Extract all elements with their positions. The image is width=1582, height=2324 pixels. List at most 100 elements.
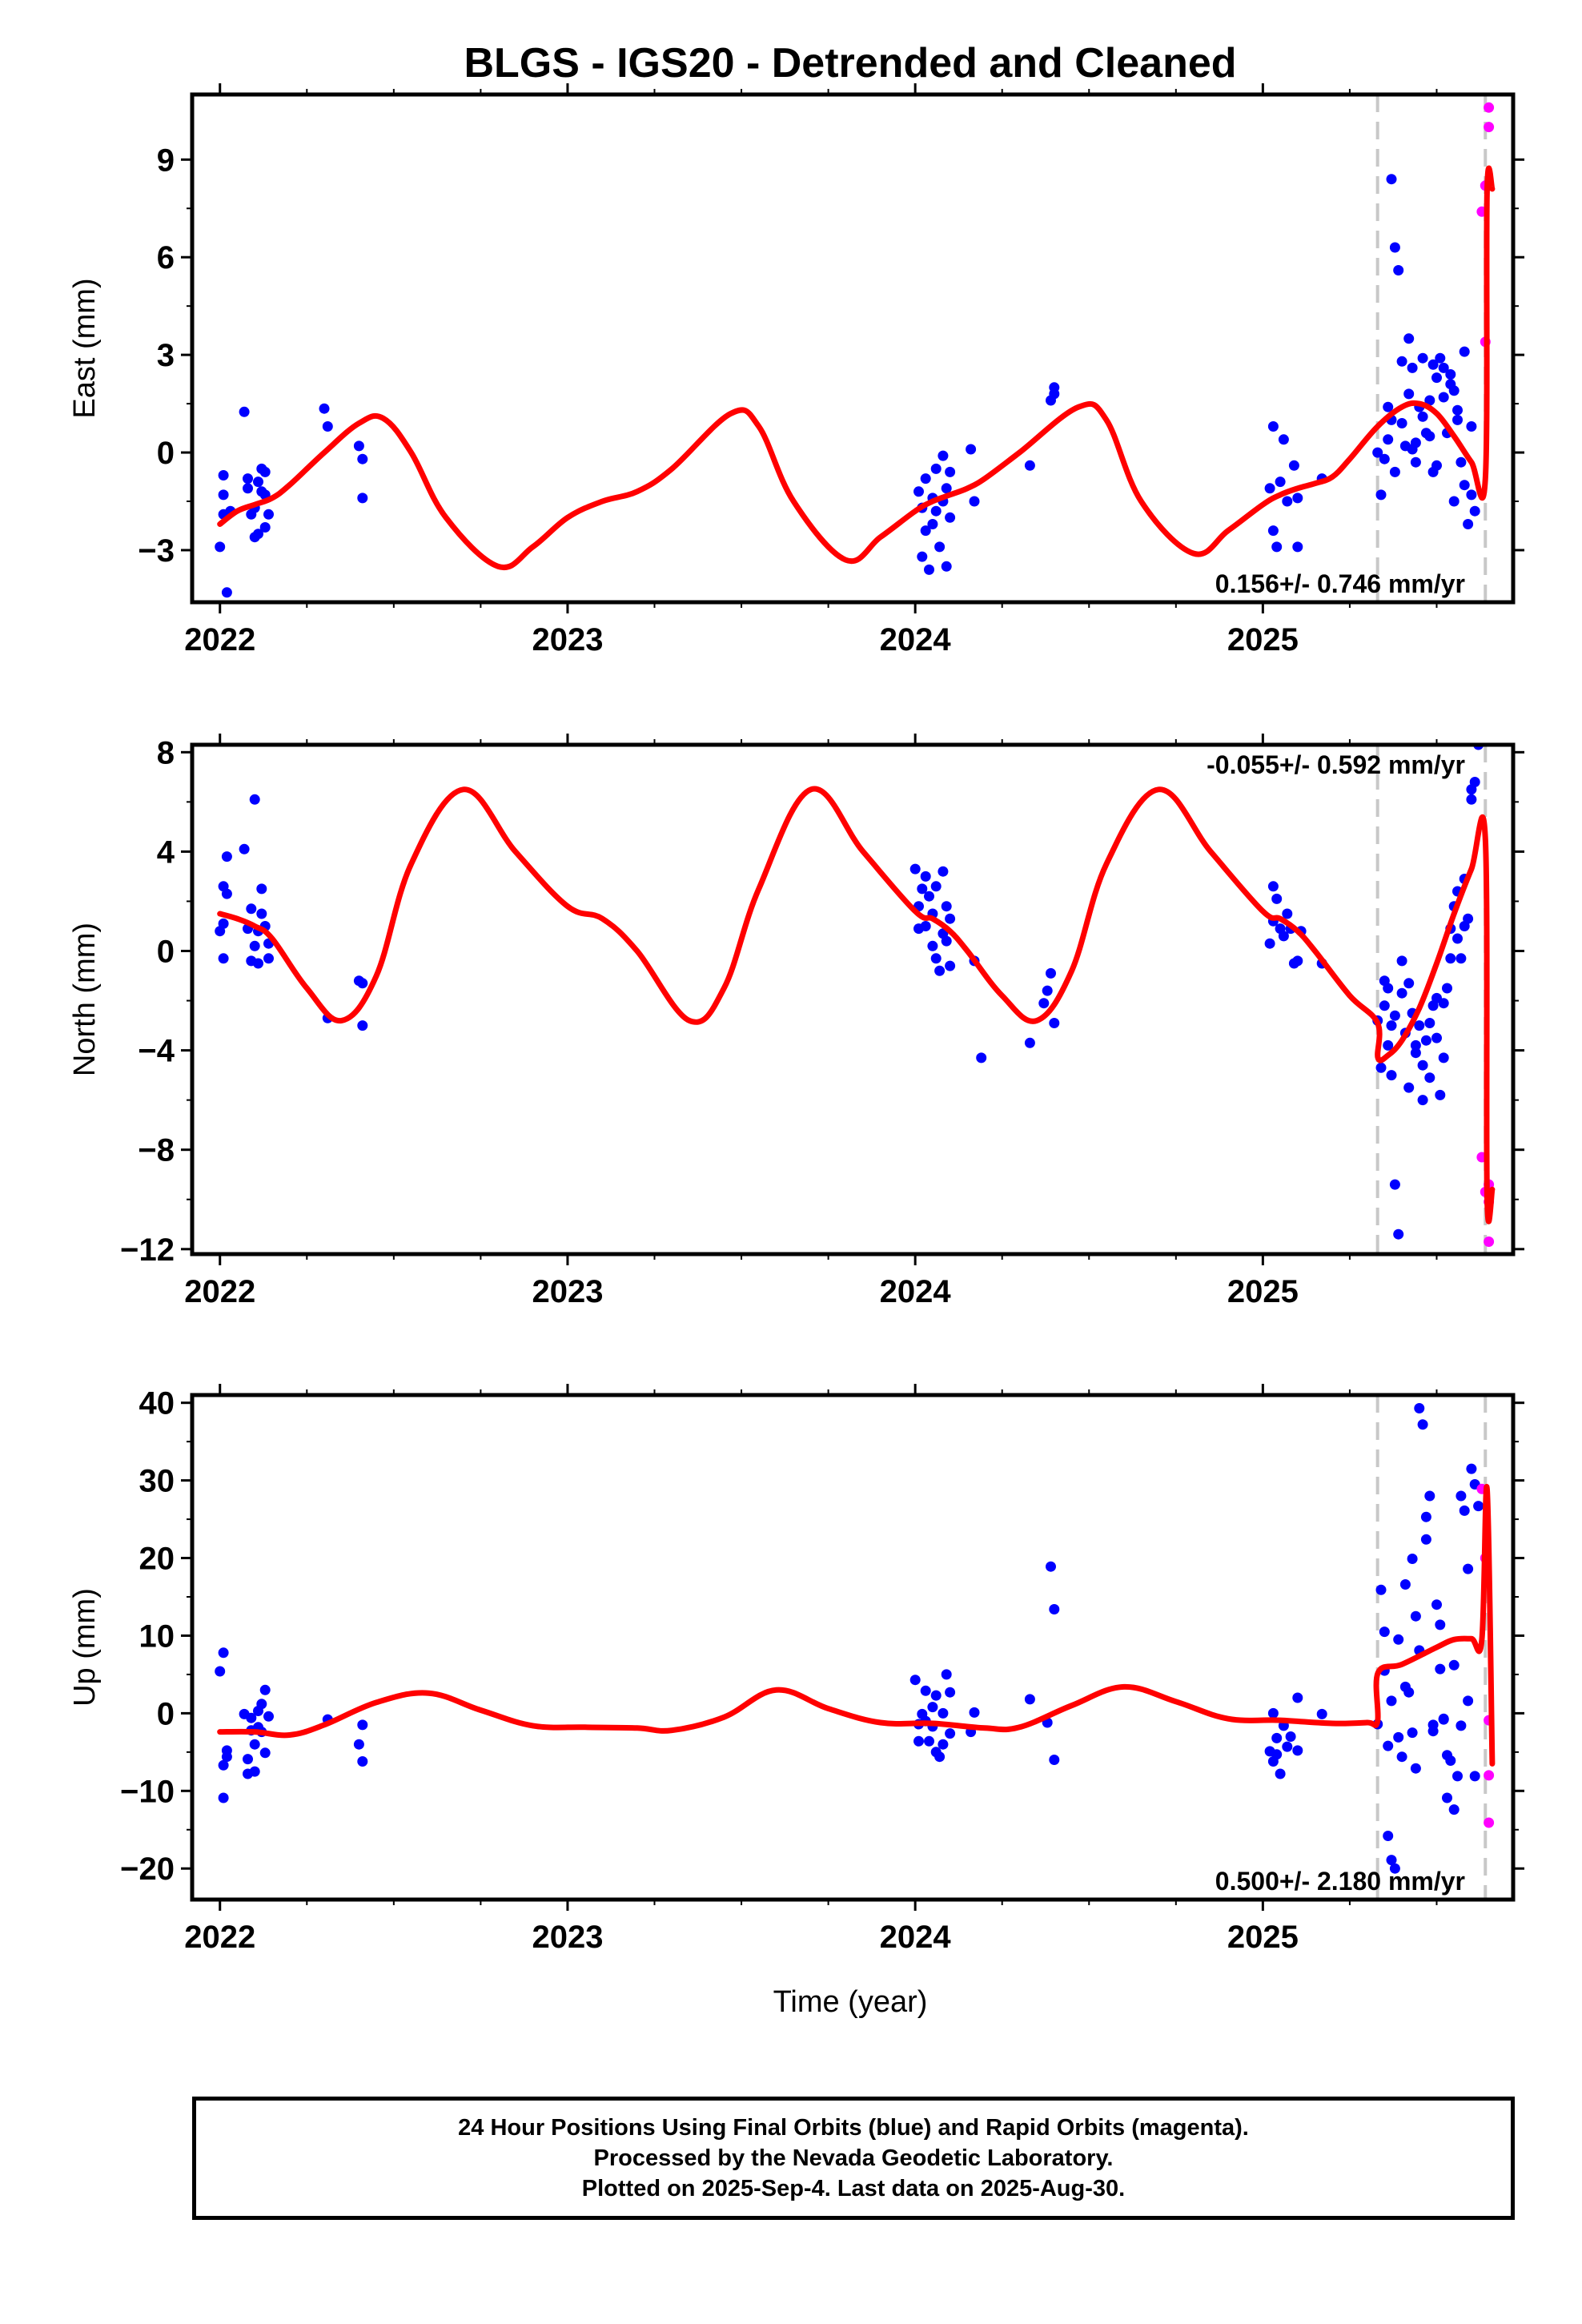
final-orbit-point: [1386, 1855, 1397, 1866]
final-orbit-point: [945, 466, 956, 477]
velocity-rate-label: -0.055+/- 0.592 mm/yr: [1207, 750, 1465, 779]
final-orbit-point: [1282, 908, 1293, 919]
final-orbit-point: [934, 1751, 946, 1763]
final-orbit-point: [934, 541, 946, 553]
final-orbit-point: [1466, 794, 1477, 805]
final-orbit-point: [1452, 414, 1463, 425]
final-orbit-point: [1438, 1713, 1449, 1724]
final-orbit-point: [1442, 1750, 1452, 1761]
final-orbit-point: [239, 406, 250, 417]
final-orbit-point: [221, 851, 232, 862]
final-orbit-point: [966, 444, 977, 455]
final-orbit-point: [259, 1684, 271, 1695]
y-tick-label: 4: [157, 834, 175, 870]
y-tick-label: −3: [138, 533, 175, 569]
final-orbit-point: [1267, 525, 1279, 537]
final-orbit-point: [243, 473, 253, 485]
final-orbit-point: [1375, 1062, 1387, 1073]
final-orbit-point: [1459, 1505, 1470, 1516]
final-orbit-point: [218, 470, 229, 480]
final-orbit-point: [1049, 1604, 1060, 1614]
final-orbit-point: [941, 935, 952, 947]
final-orbit-point: [941, 901, 952, 912]
y-tick-label: 8: [157, 735, 175, 770]
final-orbit-point: [941, 561, 952, 572]
final-orbit-point: [1046, 1561, 1056, 1572]
final-orbit-point: [1435, 1089, 1446, 1100]
final-orbit-point: [1292, 1692, 1303, 1703]
rapid-orbit-point: [1484, 122, 1495, 133]
final-orbit-point: [1456, 1720, 1467, 1731]
final-orbit-point: [1383, 401, 1394, 412]
final-orbit-point: [256, 883, 267, 895]
panels: −3 0 3 6 9 2022 2023 2024 2025 0.156+/- 0.746 mm/…: [68, 83, 1524, 1955]
final-orbit-point: [1038, 998, 1050, 1009]
final-orbit-point: [1271, 1732, 1283, 1743]
up-panel: −20 −10 0 10 20 30 40 2022 2023 2024 2025 0.500+/- …: [68, 1384, 1524, 1955]
final-orbit-point: [1459, 480, 1470, 491]
y-tick-label: 0: [157, 935, 175, 970]
final-orbit-point: [218, 918, 229, 929]
y-axis-label: North (mm): [68, 923, 102, 1076]
final-orbit-point: [1389, 1179, 1400, 1190]
final-orbit-point: [1410, 1763, 1421, 1774]
final-orbit-point: [1282, 496, 1293, 507]
final-orbit-point: [357, 453, 368, 464]
final-orbit-point: [1024, 1037, 1035, 1048]
final-orbit-point: [1424, 431, 1435, 442]
final-orbit-point: [917, 551, 928, 562]
final-orbit-point: [218, 1647, 229, 1659]
final-orbit-point: [1389, 466, 1400, 477]
final-orbit-point: [1292, 955, 1303, 967]
final-orbit-point: [920, 870, 931, 882]
final-orbit-point: [945, 913, 956, 924]
final-orbit-point: [930, 463, 942, 474]
final-orbit-point: [945, 1728, 956, 1739]
final-orbit-point: [945, 960, 956, 971]
final-orbit-point: [215, 541, 226, 553]
model-curve: [217, 786, 1496, 1224]
final-orbit-point: [263, 1711, 274, 1722]
final-orbit-point: [1383, 1831, 1394, 1841]
final-orbit-point: [938, 1707, 949, 1719]
final-orbit-point: [930, 881, 942, 892]
plot-frame: [190, 92, 1516, 605]
y-tick-label: −8: [138, 1133, 175, 1168]
final-orbit-point: [969, 496, 980, 507]
final-orbit-point: [1414, 1403, 1425, 1413]
final-orbit-point: [909, 1675, 921, 1686]
final-orbit-point: [1407, 362, 1418, 373]
final-orbit-point: [256, 908, 267, 919]
final-orbit-point: [246, 903, 257, 915]
final-orbit-point: [1396, 418, 1407, 428]
final-orbit-point: [322, 421, 333, 432]
note-line: Processed by the Nevada Geodetic Laborat…: [593, 2145, 1114, 2171]
final-orbit-point: [1267, 1707, 1279, 1719]
model-curve: [217, 1483, 1496, 1767]
final-orbit-point: [1442, 983, 1452, 994]
rapid-orbit-point: [1484, 102, 1495, 113]
final-orbit-point: [1292, 493, 1303, 504]
final-orbit-point: [253, 958, 263, 969]
final-orbit-point: [1278, 434, 1289, 445]
final-orbit-point: [1456, 953, 1467, 964]
rapid-orbit-point: [1484, 1770, 1495, 1781]
north-points: [215, 745, 1495, 1247]
final-orbit-point: [221, 888, 232, 899]
final-orbit-point: [1383, 1039, 1394, 1051]
final-orbit-point: [1459, 921, 1470, 931]
final-orbit-point: [1049, 1018, 1060, 1028]
final-orbit-point: [239, 843, 250, 854]
final-orbit-point: [1427, 359, 1439, 370]
final-orbit-point: [263, 953, 274, 964]
final-orbit-point: [1275, 476, 1286, 488]
final-orbit-point: [1463, 519, 1474, 529]
final-orbit-point: [1445, 369, 1456, 380]
x-tick-label: 2022: [184, 1920, 255, 1955]
final-orbit-point: [969, 1707, 980, 1718]
final-orbit-point: [1396, 987, 1407, 999]
final-orbit-point: [930, 505, 942, 517]
x-tick-label: 2025: [1227, 622, 1299, 657]
final-orbit-point: [1452, 404, 1463, 416]
final-orbit-point: [1399, 1579, 1411, 1590]
